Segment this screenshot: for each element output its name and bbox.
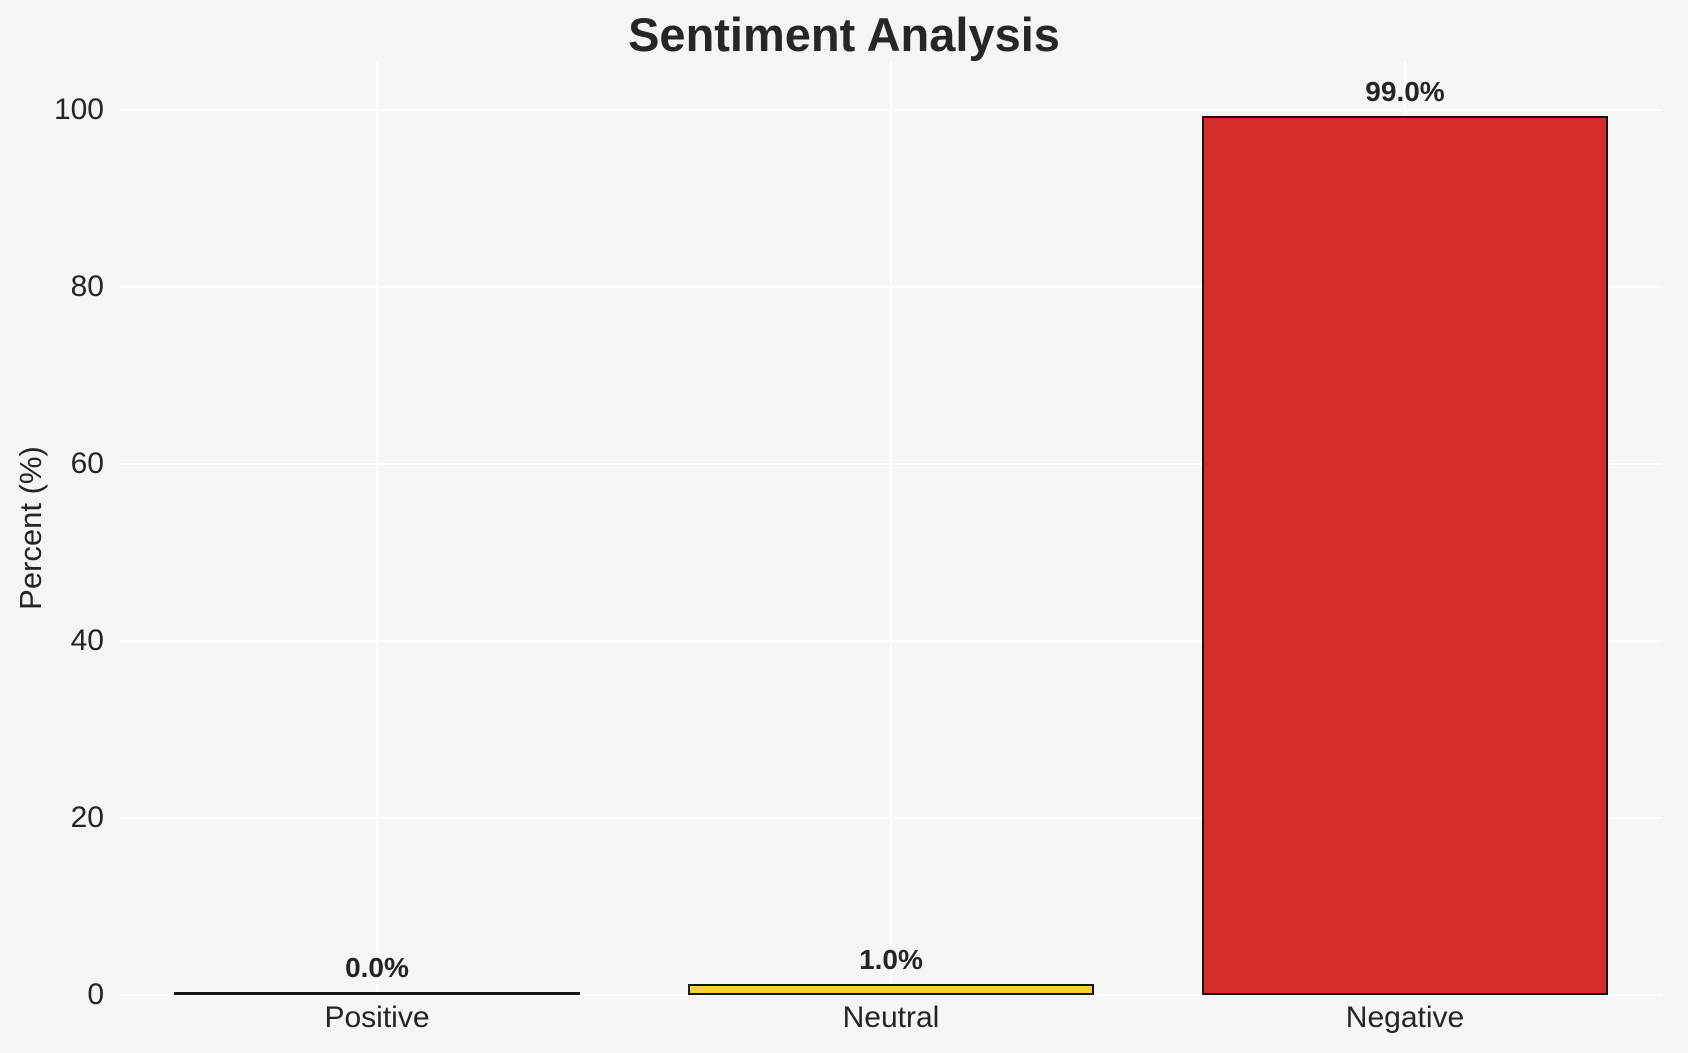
bar-value-label: 1.0% bbox=[859, 943, 923, 975]
v-gridline bbox=[376, 62, 378, 995]
bar-positive bbox=[173, 992, 581, 995]
x-tick-label: Neutral bbox=[842, 1001, 940, 1034]
y-tick-label: 40 bbox=[70, 623, 104, 657]
y-tick-label: 80 bbox=[70, 269, 104, 303]
y-tick-label: 0 bbox=[87, 978, 104, 1011]
x-tick-label: Negative bbox=[1345, 1001, 1465, 1034]
chart-title: Sentiment Analysis bbox=[628, 8, 1060, 61]
h-gridline bbox=[120, 994, 1662, 996]
plot-area: 0.0% 1.0% 99.0% bbox=[120, 62, 1662, 996]
x-tick-label: Positive bbox=[324, 1001, 430, 1034]
v-gridline bbox=[890, 62, 892, 995]
y-tick-label: 60 bbox=[70, 446, 104, 480]
y-tick-label: 20 bbox=[70, 800, 104, 834]
bar-value-label: 99.0% bbox=[1365, 76, 1445, 108]
y-tick-label: 100 bbox=[53, 92, 104, 126]
bar-value-label: 0.0% bbox=[345, 952, 409, 983]
bar-negative bbox=[1201, 116, 1609, 995]
bar-neutral bbox=[687, 983, 1095, 995]
